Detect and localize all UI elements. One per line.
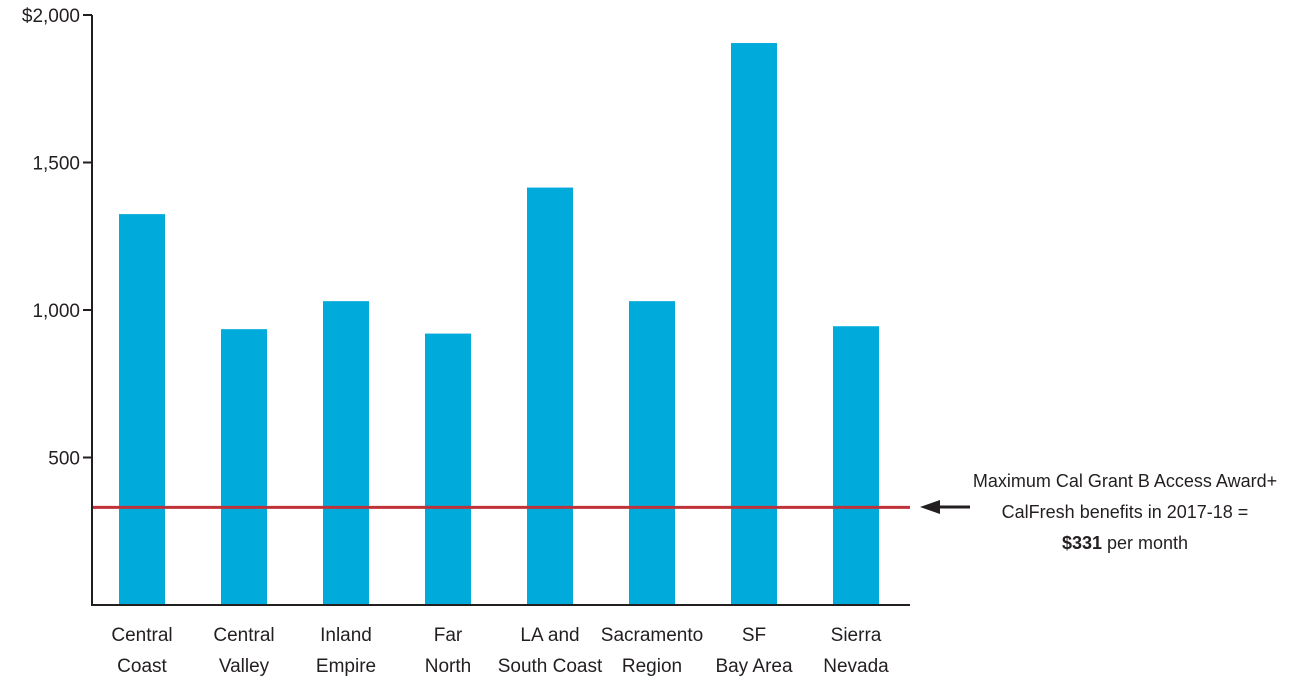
x-label-5-line-1: LA and (520, 625, 579, 646)
y-tick-label-1: $2,000 (22, 6, 80, 27)
annotation-line-3: $331 per month (1062, 533, 1188, 553)
x-label-7-line-2: Bay Area (715, 656, 793, 677)
axes-group: $2,000 1,500 1,000 500 (22, 6, 910, 606)
x-label-1-line-1: Central (111, 625, 172, 646)
arrow-left-icon (920, 500, 940, 514)
bar-4 (425, 333, 471, 605)
x-label-8-line-2: Nevada (823, 656, 889, 677)
bar-2 (221, 329, 267, 605)
y-tick-label-4: 500 (48, 449, 80, 470)
x-label-5-line-2: South Coast (498, 656, 603, 677)
bars-group (119, 43, 879, 605)
x-label-1-line-2: Coast (117, 656, 167, 677)
x-label-4-line-2: North (425, 656, 471, 677)
x-label-7-line-1: SF (742, 625, 766, 646)
x-label-8-line-1: Sierra (831, 625, 882, 646)
bar-5 (527, 187, 573, 605)
x-label-2-line-1: Central (213, 625, 274, 646)
y-tick-label-2: 1,500 (32, 154, 80, 175)
reference-annotation: Maximum Cal Grant B Access Award+ CalFre… (920, 471, 1277, 553)
annotation-line-2: CalFresh benefits in 2017-18 = (1002, 502, 1249, 522)
annotation-period: per month (1102, 533, 1188, 553)
bar-3 (323, 301, 369, 605)
bar-8 (833, 326, 879, 605)
x-label-6-line-2: Region (622, 656, 682, 677)
x-label-3-line-2: Empire (316, 656, 376, 677)
x-label-2-line-2: Valley (219, 656, 270, 677)
x-labels-group: Central Coast Central Valley Inland Empire Far… (111, 625, 889, 677)
x-label-3-line-1: Inland (320, 625, 372, 646)
x-label-6-line-1: Sacramento (601, 625, 703, 646)
x-label-4-line-1: Far (434, 625, 463, 646)
bar-1 (119, 214, 165, 605)
bar-7 (731, 43, 777, 605)
annotation-amount: $331 (1062, 533, 1102, 553)
y-tick-label-3: 1,000 (32, 301, 80, 322)
bar-6 (629, 301, 675, 605)
annotation-line-1: Maximum Cal Grant B Access Award+ (973, 471, 1277, 491)
